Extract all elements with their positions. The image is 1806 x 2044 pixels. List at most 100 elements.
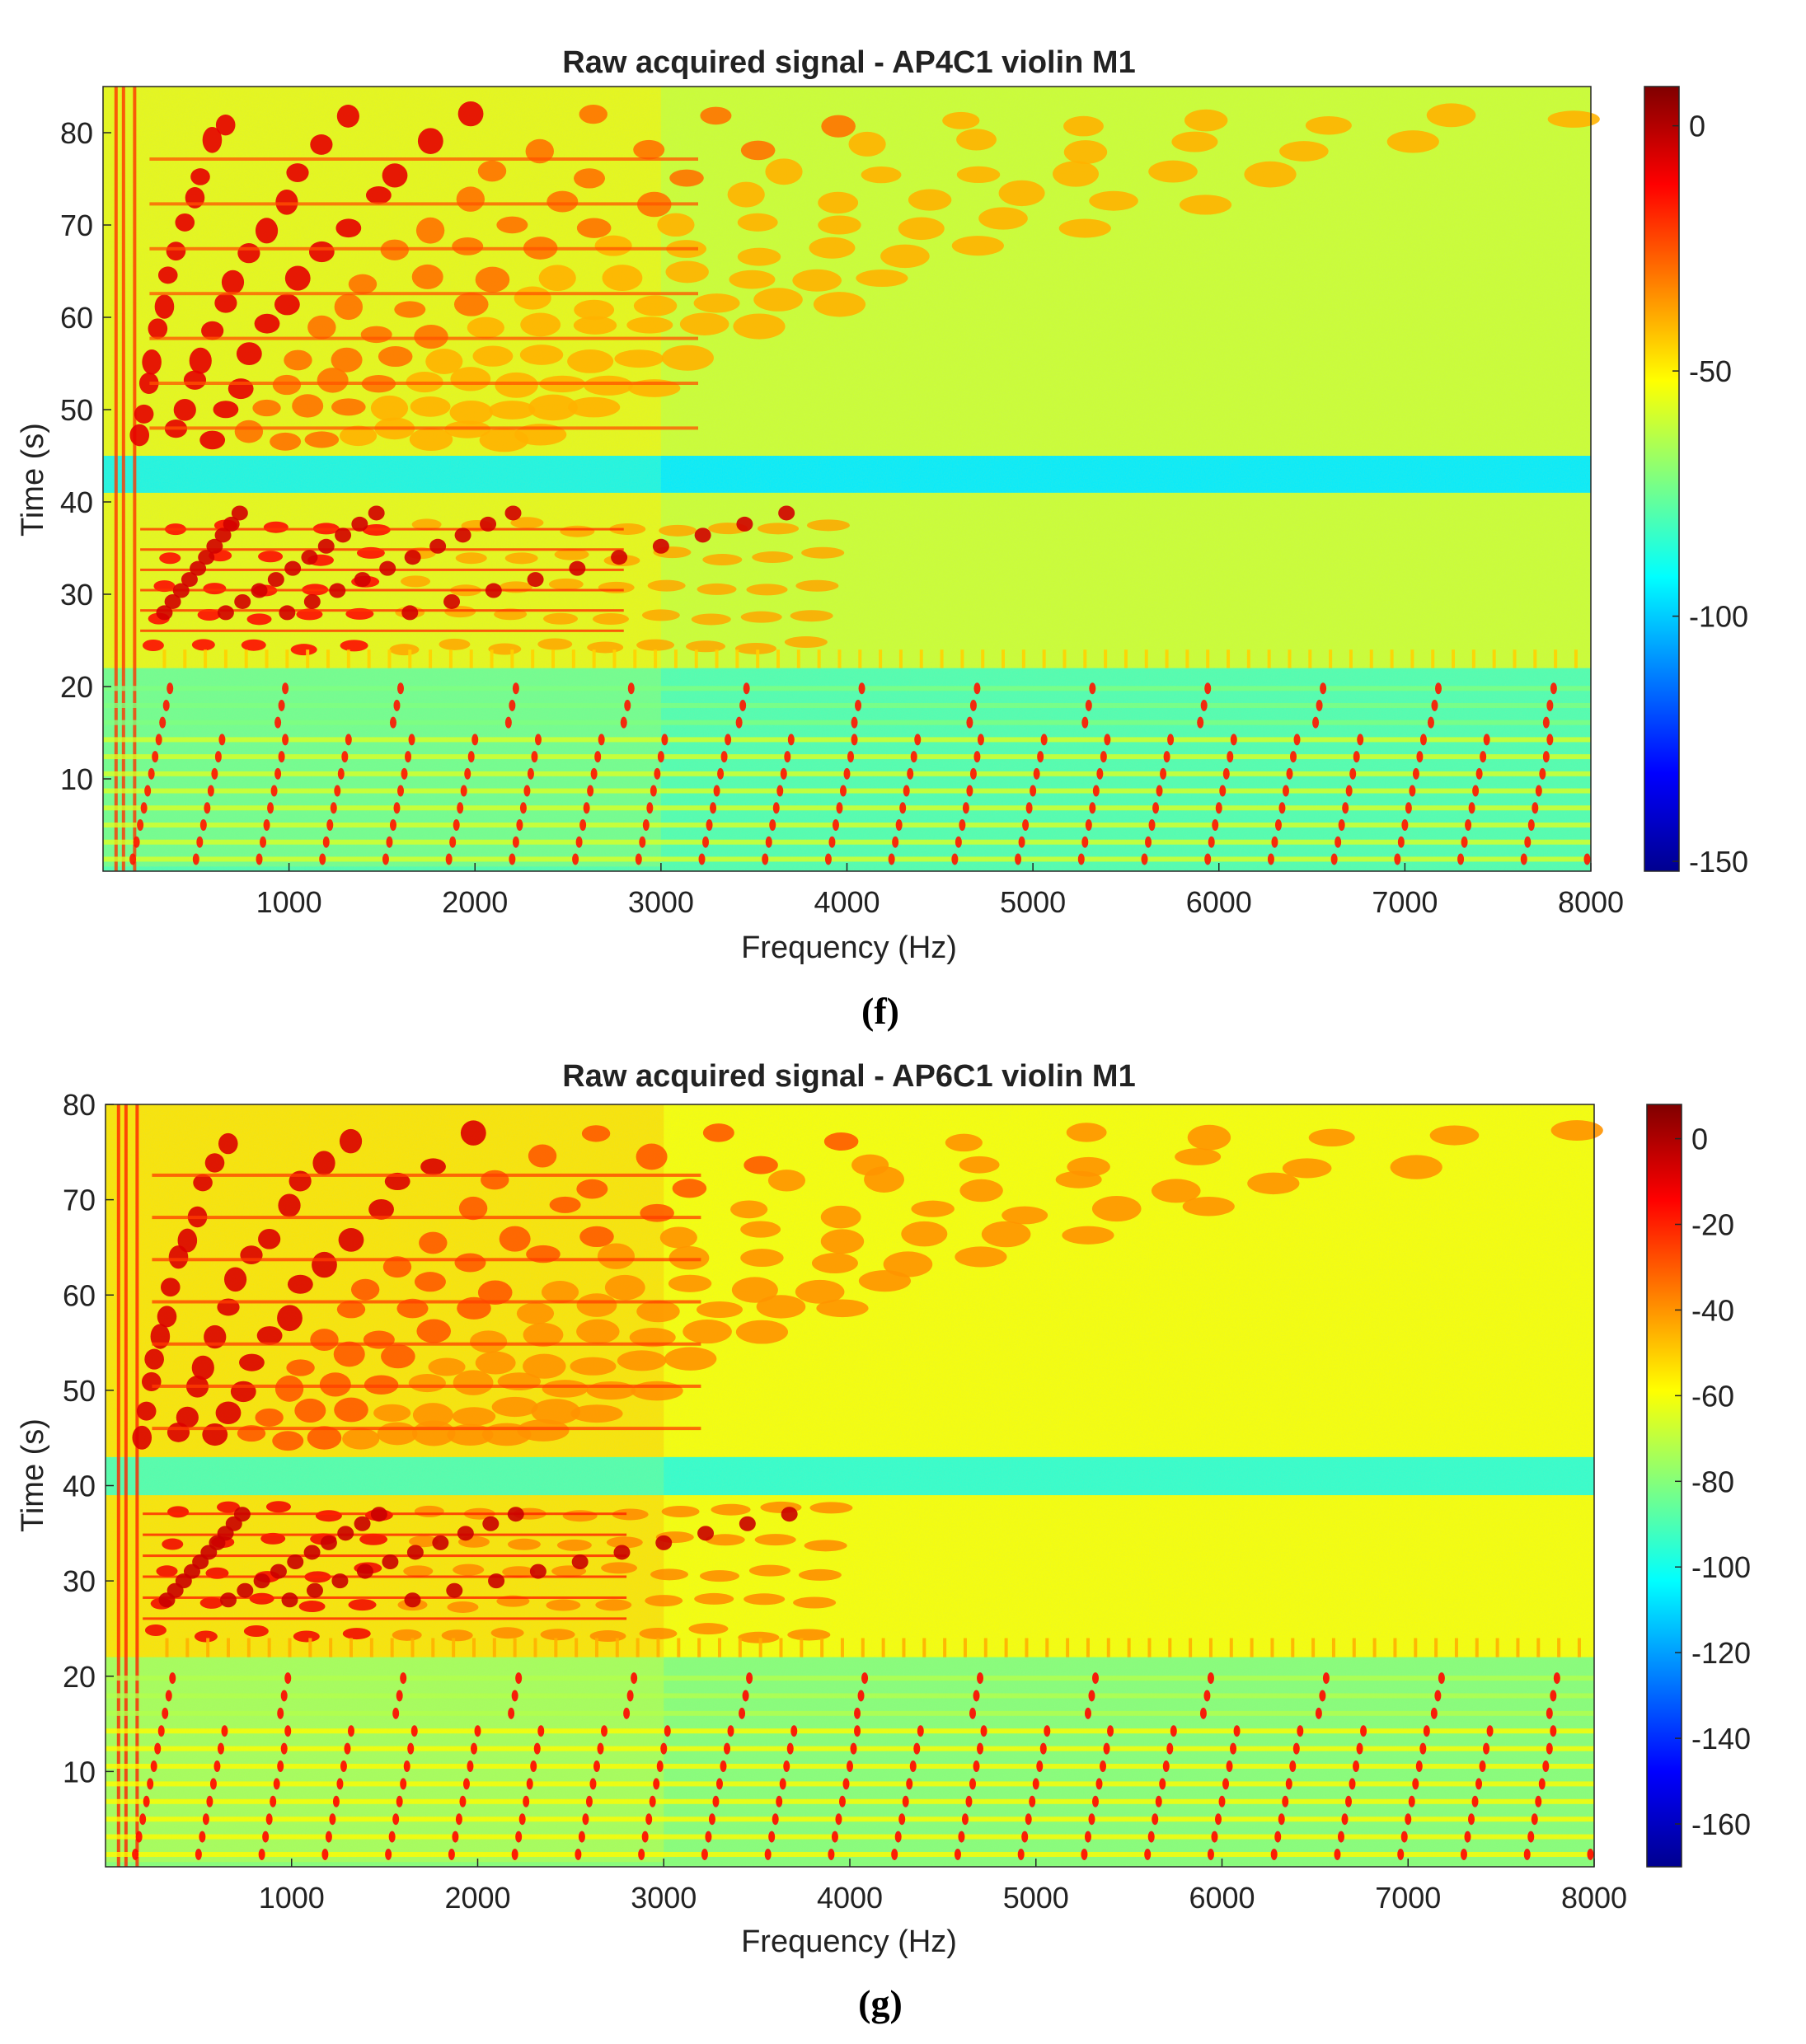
note-dot bbox=[664, 1725, 671, 1737]
note-blob bbox=[740, 1221, 781, 1238]
x-tick-label: 6000 bbox=[1186, 885, 1252, 919]
note-blob bbox=[329, 583, 346, 598]
note-blob bbox=[319, 1372, 351, 1397]
string-line bbox=[106, 1693, 1594, 1699]
onset-spike bbox=[1434, 1638, 1438, 1657]
note-dot bbox=[1583, 853, 1591, 865]
note-dot bbox=[1480, 751, 1487, 763]
note-blob bbox=[502, 1566, 536, 1578]
note-blob bbox=[861, 166, 902, 184]
note-dot bbox=[1400, 1831, 1408, 1843]
note-dot bbox=[1081, 1848, 1088, 1860]
note-blob bbox=[697, 1526, 715, 1541]
onset-spike bbox=[490, 649, 494, 668]
note-blob bbox=[570, 1404, 623, 1423]
onset-spike bbox=[1185, 649, 1189, 668]
note-blob bbox=[406, 1545, 424, 1560]
note-blob bbox=[202, 1423, 228, 1446]
note-dot bbox=[1088, 1813, 1095, 1826]
note-blob bbox=[231, 505, 248, 521]
note-dot bbox=[959, 819, 966, 831]
note-blob bbox=[317, 368, 349, 393]
note-blob bbox=[176, 1406, 199, 1428]
note-blob bbox=[1426, 103, 1476, 128]
onset-spike bbox=[1147, 1638, 1152, 1657]
note-blob bbox=[190, 560, 207, 576]
note-blob bbox=[303, 593, 321, 609]
onset-spike bbox=[922, 1638, 926, 1657]
note-blob bbox=[255, 1408, 284, 1428]
note-blob bbox=[132, 1425, 152, 1450]
note-dot bbox=[386, 836, 393, 848]
note-blob bbox=[157, 266, 178, 284]
note-dot bbox=[1152, 1813, 1159, 1826]
note-dot bbox=[1215, 802, 1222, 814]
onset-spike bbox=[800, 1638, 804, 1657]
glissando-line bbox=[143, 1596, 627, 1599]
note-blob bbox=[373, 1404, 411, 1422]
onset-spike bbox=[1106, 1638, 1110, 1657]
note-blob bbox=[955, 1246, 1007, 1268]
note-dot bbox=[836, 802, 843, 814]
note-dot bbox=[772, 802, 780, 814]
note-blob bbox=[737, 247, 781, 266]
note-dot bbox=[1233, 1725, 1241, 1737]
note-dot bbox=[1039, 1742, 1047, 1755]
note-blob bbox=[537, 638, 573, 650]
onset-spike bbox=[349, 1638, 353, 1657]
note-dot bbox=[1230, 1742, 1237, 1755]
note-blob bbox=[370, 1507, 387, 1522]
note-blob bbox=[241, 639, 266, 651]
note-blob bbox=[981, 1221, 1031, 1248]
onset-spike bbox=[1002, 649, 1006, 668]
note-blob bbox=[784, 636, 828, 649]
note-blob bbox=[331, 398, 366, 416]
note-dot bbox=[202, 1813, 209, 1826]
note-dot bbox=[638, 1848, 645, 1860]
note-dot bbox=[1147, 1831, 1155, 1843]
onset-spike bbox=[226, 1638, 230, 1657]
note-dot bbox=[1401, 819, 1409, 831]
onset-spike bbox=[796, 649, 800, 668]
note-dot bbox=[400, 1672, 407, 1685]
y-tick-label: 80 bbox=[60, 116, 93, 150]
string-line bbox=[103, 788, 1591, 794]
note-dot bbox=[277, 1707, 284, 1719]
note-dot bbox=[842, 1778, 850, 1790]
note-blob bbox=[727, 181, 765, 208]
onset-spike bbox=[554, 1638, 558, 1657]
note-dot bbox=[157, 1725, 165, 1737]
note-blob bbox=[354, 572, 371, 588]
note-dot bbox=[515, 1672, 523, 1685]
note-blob bbox=[469, 1330, 508, 1353]
note-blob bbox=[144, 1624, 167, 1636]
note-blob bbox=[340, 640, 368, 652]
onset-spike bbox=[1066, 1638, 1070, 1657]
note-blob bbox=[813, 292, 866, 317]
note-dot bbox=[601, 1725, 608, 1737]
note-dot bbox=[137, 819, 144, 831]
note-blob bbox=[284, 265, 311, 291]
note-blob bbox=[655, 1535, 673, 1550]
note-dot bbox=[715, 1778, 723, 1790]
note-blob bbox=[1002, 1206, 1048, 1225]
note-blob bbox=[543, 612, 579, 625]
note-blob bbox=[455, 552, 487, 565]
onset-spike bbox=[656, 1638, 660, 1657]
note-dot bbox=[1412, 1778, 1419, 1790]
x-tick-label: 1000 bbox=[256, 885, 322, 919]
onset-spike bbox=[390, 1638, 394, 1657]
onset-spike bbox=[185, 1638, 190, 1657]
note-blob bbox=[287, 1274, 313, 1294]
note-dot bbox=[397, 682, 404, 695]
note-blob bbox=[809, 1502, 853, 1514]
onset-spike bbox=[1311, 1638, 1316, 1657]
note-blob bbox=[339, 1128, 363, 1154]
note-dot bbox=[966, 716, 973, 729]
note-blob bbox=[234, 593, 251, 609]
note-dot bbox=[214, 751, 222, 763]
note-blob bbox=[546, 190, 579, 213]
note-dot bbox=[1338, 819, 1345, 831]
note-blob bbox=[460, 1120, 486, 1146]
note-dot bbox=[951, 853, 959, 865]
